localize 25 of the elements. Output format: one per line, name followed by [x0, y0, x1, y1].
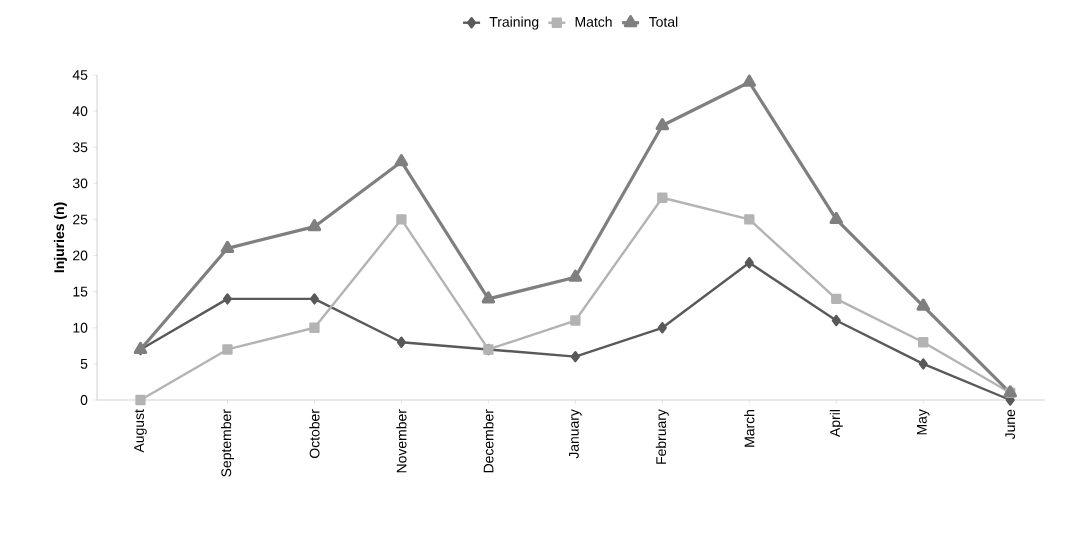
- x-tick-label: February: [655, 409, 669, 464]
- x-tick-label: May: [917, 409, 930, 435]
- y-tick-label: 10: [73, 322, 88, 333]
- legend-label: Training: [489, 16, 539, 30]
- legend-label: Match: [575, 16, 612, 27]
- y-axis-title: Injuries (n): [53, 202, 67, 273]
- legend-label: Total: [649, 16, 678, 27]
- y-tick-label: 30: [72, 178, 88, 189]
- x-tick-label: December: [483, 409, 494, 473]
- y-tick-label: 40: [72, 106, 88, 117]
- y-tick-label: 0: [80, 395, 88, 405]
- y-tick-label: 45: [72, 70, 88, 80]
- y-tick-label: 5: [80, 359, 88, 369]
- x-tick-label: August: [134, 409, 147, 453]
- x-tick-label: April: [829, 410, 843, 437]
- x-tick-label: September: [220, 409, 234, 477]
- x-tick-label: June: [1005, 409, 1016, 440]
- x-tick-label: November: [396, 409, 407, 473]
- x-tick-label: March: [744, 410, 755, 447]
- x-tick-label: January: [569, 409, 582, 459]
- x-tick-label: October: [309, 409, 320, 459]
- y-tick-label: 35: [72, 142, 88, 153]
- y-tick-label: 20: [73, 250, 88, 261]
- y-tick-label: 25: [73, 214, 88, 225]
- y-tick-label: 15: [73, 286, 88, 297]
